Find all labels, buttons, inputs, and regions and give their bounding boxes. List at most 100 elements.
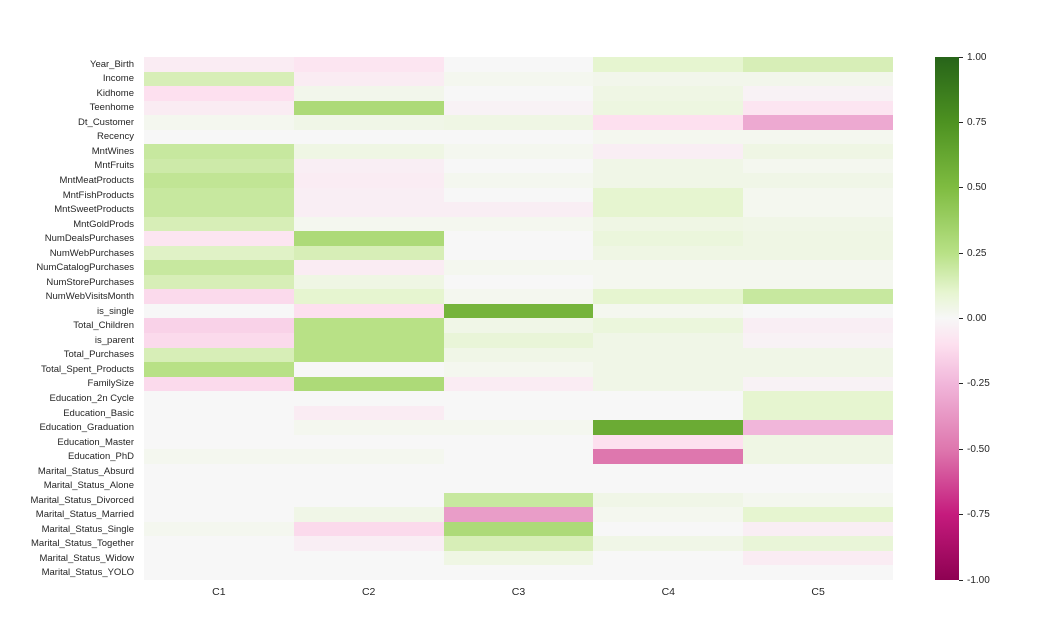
colorbar-tick-mark [959, 318, 963, 319]
heatmap-cell [144, 405, 294, 421]
heatmap-cell [144, 245, 294, 261]
heatmap-cell [443, 362, 594, 377]
colorbar-tick-mark [959, 121, 963, 123]
heatmap-cell [593, 289, 744, 304]
heatmap-cell [593, 202, 744, 217]
y-axis-label: Marital_Status_Married [35, 509, 134, 521]
colorbar-tick-label: -0.50 [967, 443, 990, 455]
heatmap-cell [293, 376, 444, 392]
heatmap-cell [293, 347, 444, 363]
heatmap-cell [593, 158, 744, 174]
heatmap-cell [144, 274, 294, 290]
colorbar-tick: -0.25 [959, 378, 990, 390]
heatmap-cell [293, 216, 444, 232]
y-axis-label: Year_Birth [89, 58, 134, 70]
colorbar-tick-label: 0.50 [967, 182, 987, 194]
heatmap-cell [443, 115, 594, 130]
heatmap-cell [144, 478, 294, 493]
heatmap-cell [144, 391, 294, 406]
heatmap-cell [443, 536, 594, 551]
y-axis-label: Education_Graduation [39, 422, 134, 434]
heatmap-cell [743, 362, 893, 377]
heatmap-cell [593, 478, 744, 493]
heatmap-cell [743, 173, 893, 188]
heatmap-cell [443, 521, 594, 537]
heatmap-cell [593, 57, 744, 72]
heatmap-cell [743, 492, 893, 508]
y-axis-label: Marital_Status_YOLO [41, 567, 134, 579]
heatmap-cell [443, 318, 594, 334]
heatmap-cell [144, 536, 294, 551]
colorbar-tick-mark [959, 252, 963, 254]
colorbar-tick-label: -1.00 [967, 574, 990, 586]
heatmap-cell [144, 521, 294, 537]
heatmap-cell [443, 303, 594, 319]
heatmap-cell [144, 347, 294, 363]
heatmap-cell [743, 289, 893, 304]
heatmap-cell [144, 71, 294, 87]
heatmap-cell [743, 550, 893, 566]
heatmap-cell [443, 434, 594, 450]
heatmap-cell [293, 318, 444, 334]
y-axis-label: FamilySize [87, 378, 134, 390]
heatmap-cell [293, 507, 444, 522]
heatmap-cell [144, 144, 294, 159]
heatmap-cell [743, 420, 893, 435]
colorbar-tick: 1.00 [959, 51, 986, 63]
heatmap-cell [443, 173, 594, 188]
heatmap-cell [743, 333, 893, 348]
heatmap-cell [443, 187, 594, 203]
heatmap-cell [743, 274, 893, 290]
colorbar-tick-mark [959, 579, 963, 581]
heatmap-cell [443, 86, 594, 101]
heatmap-cell [293, 420, 444, 435]
heatmap-cell [743, 434, 893, 450]
heatmap-cell [144, 173, 294, 188]
heatmap-cell [593, 449, 744, 464]
heatmap-cell [743, 100, 893, 116]
heatmap-cell [743, 405, 893, 421]
y-axis-label: MntFruits [94, 160, 134, 172]
heatmap-cell [443, 463, 594, 479]
heatmap-cell [743, 449, 893, 464]
heatmap-cell [293, 362, 444, 377]
heatmap-cell [144, 463, 294, 479]
heatmap-cell [144, 57, 294, 72]
y-axis-label: MntWines [91, 145, 134, 157]
heatmap-cell [593, 303, 744, 319]
heatmap-cell [593, 245, 744, 261]
heatmap-cell [593, 100, 744, 116]
colorbar-tick-mark [959, 56, 963, 58]
y-axis-label: Education_2n Cycle [49, 392, 135, 404]
heatmap-cell [293, 478, 444, 493]
heatmap-cell [144, 362, 294, 377]
heatmap-cell [443, 507, 594, 522]
y-axis-label: NumDealsPurchases [44, 233, 134, 245]
heatmap-cell [743, 231, 893, 246]
heatmap-cell [743, 216, 893, 232]
colorbar-tick: -0.75 [959, 509, 990, 521]
colorbar-tick-label: 0.25 [967, 247, 987, 259]
heatmap-cell [743, 347, 893, 363]
heatmap-cell [593, 463, 744, 479]
heatmap-cell [293, 449, 444, 464]
heatmap-cell [293, 86, 444, 101]
heatmap-cell [593, 144, 744, 159]
y-axis-label: Education_PhD [67, 451, 134, 463]
heatmap-cell [293, 245, 444, 261]
heatmap-cell [144, 550, 294, 566]
heatmap-cell [593, 420, 744, 435]
heatmap-cell [743, 245, 893, 261]
x-axis-label: C1 [212, 586, 226, 598]
heatmap-cell [144, 115, 294, 130]
heatmap-cell [743, 187, 893, 203]
heatmap-cell [293, 202, 444, 217]
y-axis-label: Teenhome [89, 102, 134, 114]
y-axis-label: is_parent [94, 334, 134, 346]
y-axis-label: Marital_Status_Together [31, 538, 134, 550]
heatmap-cell [743, 318, 893, 334]
heatmap-cell [743, 202, 893, 217]
colorbar-tick: 0.00 [959, 313, 986, 325]
heatmap-cell [144, 492, 294, 508]
heatmap-cell [293, 333, 444, 348]
